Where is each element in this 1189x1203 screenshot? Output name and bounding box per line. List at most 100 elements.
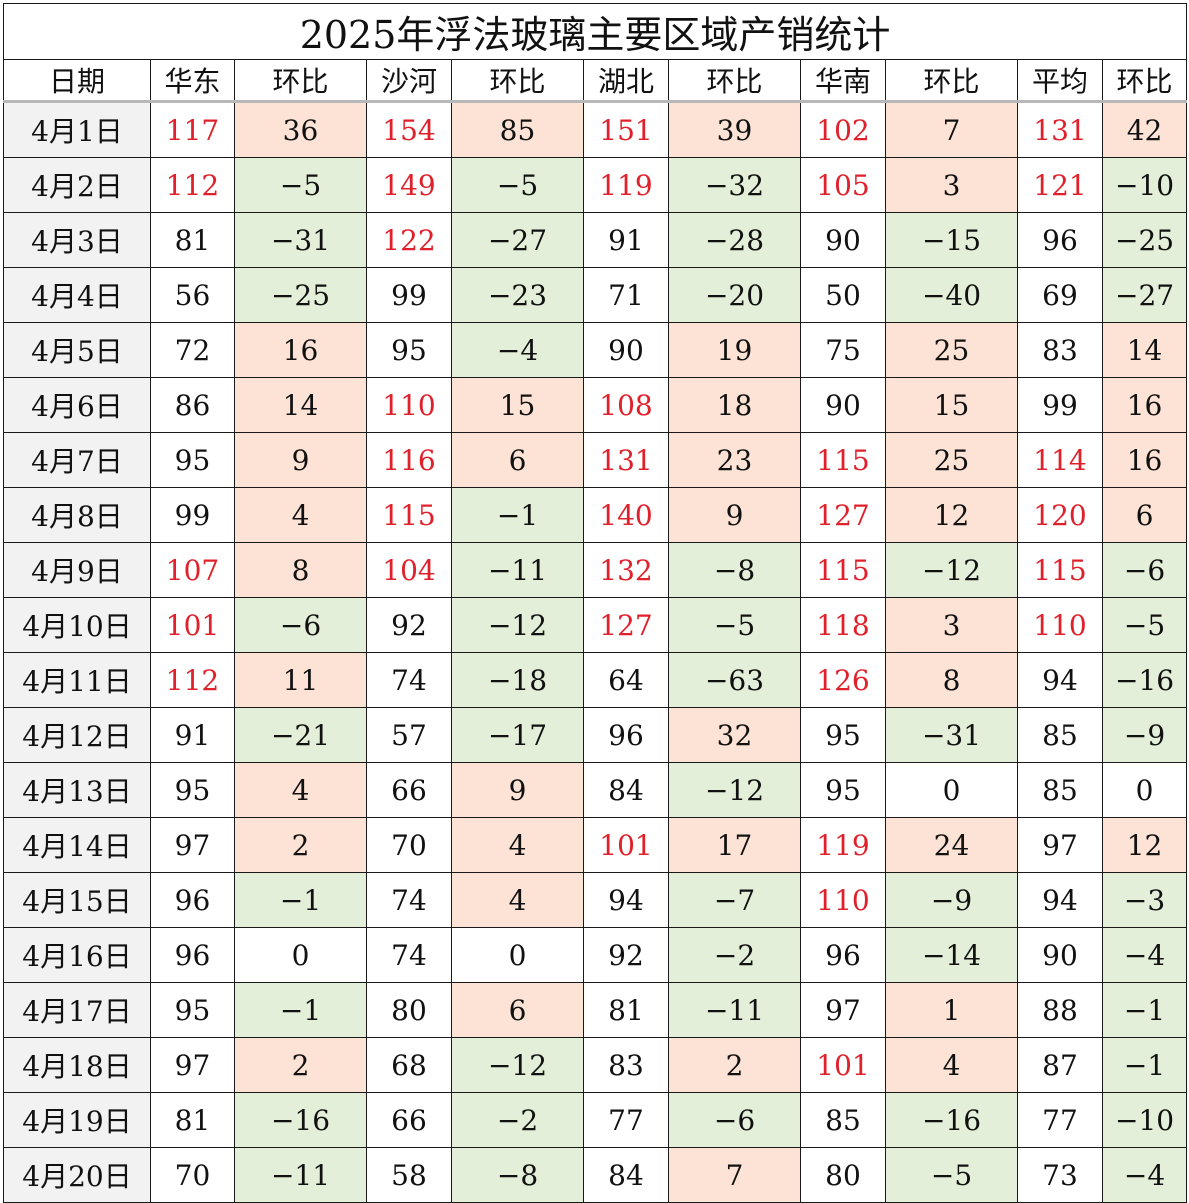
date-cell: 4月15日 [3, 872, 151, 928]
change-cell: −63 [668, 652, 801, 708]
value-cell: 110 [366, 377, 452, 433]
change-cell: −11 [234, 1147, 367, 1203]
change-cell: −8 [451, 1147, 584, 1203]
value-cell: 74 [366, 927, 452, 983]
change-cell: 4 [234, 487, 367, 543]
table-row: 4月4日 56 −25 99 −23 71 −20 50 −40 69 −27 [3, 267, 1188, 323]
change-cell: −3 [1101, 872, 1188, 928]
change-cell: 0 [234, 927, 367, 983]
value-cell: 117 [150, 101, 235, 158]
value-cell: 85 [1017, 762, 1103, 818]
value-cell: 81 [150, 1092, 235, 1148]
change-cell: 7 [885, 101, 1018, 158]
change-cell: −2 [668, 927, 801, 983]
date-cell: 4月11日 [3, 652, 151, 708]
column-header-date: 日期 [3, 59, 151, 103]
change-cell: 85 [451, 101, 584, 158]
value-cell: 94 [1017, 872, 1103, 928]
change-cell: 23 [668, 432, 801, 488]
table-row: 4月7日 95 9 116 6 131 23 115 25 114 16 [3, 432, 1188, 488]
value-cell: 127 [800, 487, 886, 543]
value-cell: 112 [150, 157, 235, 213]
change-cell: 39 [668, 101, 801, 158]
change-cell: 3 [885, 157, 1018, 213]
change-cell: −15 [885, 212, 1018, 268]
change-cell: 16 [234, 322, 367, 378]
column-header-huanan-change: 环比 [885, 59, 1018, 103]
column-header-shahe-change: 环比 [451, 59, 584, 103]
change-cell: −10 [1101, 157, 1188, 213]
change-cell: 24 [885, 817, 1018, 873]
change-cell: −12 [451, 1037, 584, 1093]
change-cell: 6 [451, 432, 584, 488]
value-cell: 81 [583, 982, 669, 1038]
value-cell: 115 [800, 542, 886, 598]
value-cell: 115 [800, 432, 886, 488]
change-cell: −4 [451, 322, 584, 378]
value-cell: 95 [150, 432, 235, 488]
value-cell: 102 [800, 101, 886, 158]
table-title: 2025年浮法玻璃主要区域产销统计 [2, 3, 1188, 60]
value-cell: 83 [583, 1037, 669, 1093]
value-cell: 91 [150, 707, 235, 763]
date-cell: 4月4日 [3, 267, 151, 323]
date-cell: 4月12日 [3, 707, 151, 763]
value-cell: 149 [366, 157, 452, 213]
date-cell: 4月5日 [3, 322, 151, 378]
change-cell: 25 [885, 322, 1018, 378]
value-cell: 75 [800, 322, 886, 378]
value-cell: 154 [366, 101, 452, 158]
change-cell: −16 [885, 1092, 1018, 1148]
value-cell: 66 [366, 1092, 452, 1148]
table-row: 4月9日 107 8 104 −11 132 −8 115 −12 115 −6 [3, 542, 1188, 598]
value-cell: 64 [583, 652, 669, 708]
value-cell: 118 [800, 597, 886, 653]
value-cell: 131 [583, 432, 669, 488]
table-body: 4月1日 117 36 154 85 151 39 102 7 131 42 4月2日 112 −5 149… [3, 101, 1188, 1203]
table-row: 4月2日 112 −5 149 −5 119 −32 105 3 121 −10 [3, 157, 1188, 213]
value-cell: 97 [150, 817, 235, 873]
change-cell: 3 [885, 597, 1018, 653]
change-cell: −25 [234, 267, 367, 323]
value-cell: 90 [800, 212, 886, 268]
table-row: 4月17日 95 −1 80 6 81 −11 97 1 88 −1 [3, 982, 1188, 1038]
value-cell: 83 [1017, 322, 1103, 378]
date-cell: 4月20日 [3, 1147, 151, 1203]
change-cell: −11 [668, 982, 801, 1038]
value-cell: 115 [366, 487, 452, 543]
value-cell: 104 [366, 542, 452, 598]
value-cell: 119 [583, 157, 669, 213]
change-cell: −27 [451, 212, 584, 268]
table-row: 4月20日 70 −11 58 −8 84 7 80 −5 73 −4 [3, 1147, 1188, 1203]
change-cell: 36 [234, 101, 367, 158]
value-cell: 131 [1017, 101, 1103, 158]
value-cell: 95 [800, 762, 886, 818]
change-cell: −4 [1101, 1147, 1188, 1203]
value-cell: 95 [800, 707, 886, 763]
value-cell: 85 [1017, 707, 1103, 763]
column-header-huanan: 华南 [800, 59, 886, 103]
value-cell: 121 [1017, 157, 1103, 213]
date-cell: 4月19日 [3, 1092, 151, 1148]
value-cell: 80 [366, 982, 452, 1038]
change-cell: −1 [234, 982, 367, 1038]
change-cell: −18 [451, 652, 584, 708]
change-cell: 8 [234, 542, 367, 598]
value-cell: 95 [150, 982, 235, 1038]
date-cell: 4月1日 [3, 101, 151, 158]
date-cell: 4月8日 [3, 487, 151, 543]
value-cell: 85 [800, 1092, 886, 1148]
value-cell: 96 [800, 927, 886, 983]
value-cell: 72 [150, 322, 235, 378]
value-cell: 122 [366, 212, 452, 268]
value-cell: 115 [1017, 542, 1103, 598]
value-cell: 116 [366, 432, 452, 488]
change-cell: −20 [668, 267, 801, 323]
column-header-hubei: 湖北 [583, 59, 669, 103]
date-cell: 4月7日 [3, 432, 151, 488]
change-cell: 32 [668, 707, 801, 763]
column-header-shahe: 沙河 [366, 59, 452, 103]
column-header-average: 平均 [1017, 59, 1103, 103]
value-cell: 92 [583, 927, 669, 983]
value-cell: 73 [1017, 1147, 1103, 1203]
